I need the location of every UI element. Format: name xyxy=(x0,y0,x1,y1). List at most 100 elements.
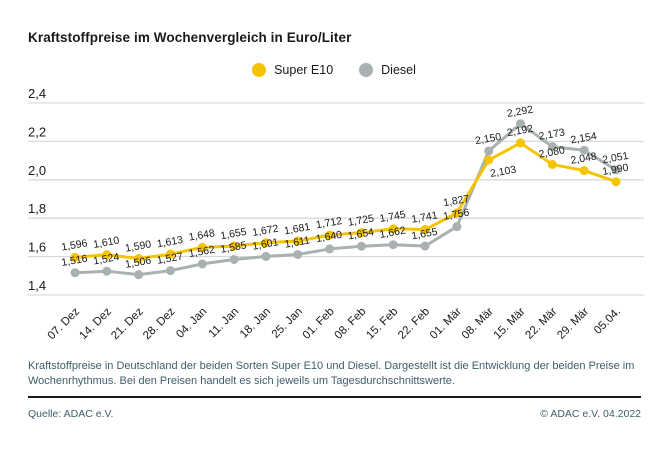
diesel-dot-icon xyxy=(359,63,374,77)
data-label: 2,173 xyxy=(538,126,566,142)
data-label: 1,613 xyxy=(156,234,184,250)
data-point xyxy=(579,145,589,155)
data-label: 1,648 xyxy=(188,227,216,243)
data-point xyxy=(484,146,494,156)
data-label: 1,741 xyxy=(411,209,439,225)
x-tick-label: 15. Feb xyxy=(364,306,400,342)
data-point xyxy=(356,241,366,251)
data-label: 1,655 xyxy=(411,226,439,242)
data-point xyxy=(547,159,557,169)
data-point xyxy=(197,242,207,252)
data-point xyxy=(611,177,621,187)
x-tick-label: 29. Mär xyxy=(555,306,591,342)
data-point xyxy=(165,249,175,259)
data-point xyxy=(325,230,335,240)
data-label: 1,601 xyxy=(251,236,279,252)
data-point xyxy=(356,228,366,238)
series-line-diesel xyxy=(73,122,618,277)
copyright-text: © ADAC e.V. 04.2022 xyxy=(540,408,641,420)
data-label: 1,756 xyxy=(442,206,470,222)
data-point xyxy=(102,250,112,260)
data-label: 1,990 xyxy=(601,162,629,178)
data-label: 1,681 xyxy=(283,221,311,237)
x-tick-label: 25. Jan xyxy=(270,306,305,341)
data-label: 2,154 xyxy=(570,130,598,146)
source-text: Quelle: ADAC e.V. xyxy=(28,408,114,420)
x-tick-label: 18. Jan xyxy=(238,306,273,341)
x-tick-label: 22. Mär xyxy=(523,306,559,342)
data-point xyxy=(452,222,462,232)
data-label: 1,610 xyxy=(92,235,120,251)
data-label: 1,745 xyxy=(379,209,407,225)
data-point xyxy=(197,259,207,269)
data-point xyxy=(452,208,462,218)
data-point xyxy=(261,251,271,261)
fuel-price-chart: 2,4 2,2 2,0 1,8 1,6 1,4 07. Dez 14. Dez 21. Dez 2… xyxy=(0,85,668,350)
data-label: 1,662 xyxy=(379,225,407,241)
data-point xyxy=(102,266,112,276)
data-label: 2,048 xyxy=(570,150,598,166)
x-tick-label: 28. Dez xyxy=(141,305,178,342)
data-label: 2,103 xyxy=(489,164,517,180)
x-tick-label: 15. Mär xyxy=(492,306,528,342)
data-label: 1,640 xyxy=(315,229,343,245)
footer-divider xyxy=(28,396,641,398)
data-label: 1,596 xyxy=(60,237,88,253)
data-point xyxy=(579,166,589,176)
data-point xyxy=(293,249,303,259)
x-tick-label: 01. Mär xyxy=(428,306,464,342)
legend-label-diesel: Diesel xyxy=(381,63,416,77)
data-point xyxy=(261,238,271,248)
data-label: 2,150 xyxy=(474,131,502,147)
x-tick-label: 08. Mär xyxy=(460,306,496,342)
series-line-super_e10 xyxy=(73,141,618,261)
y-tick-label: 2,4 xyxy=(28,86,46,101)
x-tick-label: 21. Dez xyxy=(109,305,146,342)
data-point xyxy=(420,225,430,235)
data-label: 1,527 xyxy=(156,250,184,266)
data-label: 1,725 xyxy=(347,212,375,228)
data-label: 1,654 xyxy=(347,226,375,242)
data-point xyxy=(547,142,557,152)
legend-item-super-e10: Super E10 xyxy=(252,63,333,77)
data-label: 2,292 xyxy=(506,104,534,120)
data-label: 1,611 xyxy=(284,234,311,250)
legend-label-super-e10: Super E10 xyxy=(274,63,334,77)
data-point xyxy=(293,236,303,246)
x-tick-label: 01. Feb xyxy=(301,306,337,342)
chart-description: Kraftstoffpreise in Deutschland der beid… xyxy=(28,360,635,387)
footer: Quelle: ADAC e.V. © ADAC e.V. 04.2022 xyxy=(28,408,641,420)
data-point xyxy=(229,254,239,264)
y-tick-label: 2,2 xyxy=(28,124,46,139)
x-tick-label: 05.04. xyxy=(592,306,623,337)
data-point xyxy=(70,268,80,278)
data-label: 1,712 xyxy=(315,215,343,231)
x-tick-label: 22. Feb xyxy=(396,306,432,342)
data-point xyxy=(516,119,526,129)
data-point xyxy=(229,241,239,251)
data-label: 1,516 xyxy=(60,253,88,269)
data-point xyxy=(134,270,144,280)
data-point xyxy=(420,241,430,251)
data-point xyxy=(70,252,80,262)
x-tick-label: 08. Feb xyxy=(332,306,368,342)
data-label: 1,506 xyxy=(124,254,152,270)
data-label: 2,051 xyxy=(601,150,629,166)
x-tick-label: 14. Dez xyxy=(77,305,114,342)
data-point xyxy=(516,138,526,148)
y-tick-label: 1,8 xyxy=(28,201,46,216)
data-point xyxy=(388,240,398,250)
data-label: 2,192 xyxy=(506,123,534,139)
data-point xyxy=(388,224,398,234)
data-point xyxy=(134,254,144,264)
data-label: 1,672 xyxy=(251,223,279,239)
data-label: 1,585 xyxy=(220,239,248,255)
y-tick-label: 2,0 xyxy=(28,163,46,178)
chart-legend: Super E10 Diesel xyxy=(0,63,668,77)
legend-item-diesel: Diesel xyxy=(359,63,416,77)
data-label: 1,562 xyxy=(188,244,216,260)
data-point xyxy=(484,155,494,165)
super-e10-dot-icon xyxy=(252,63,267,77)
